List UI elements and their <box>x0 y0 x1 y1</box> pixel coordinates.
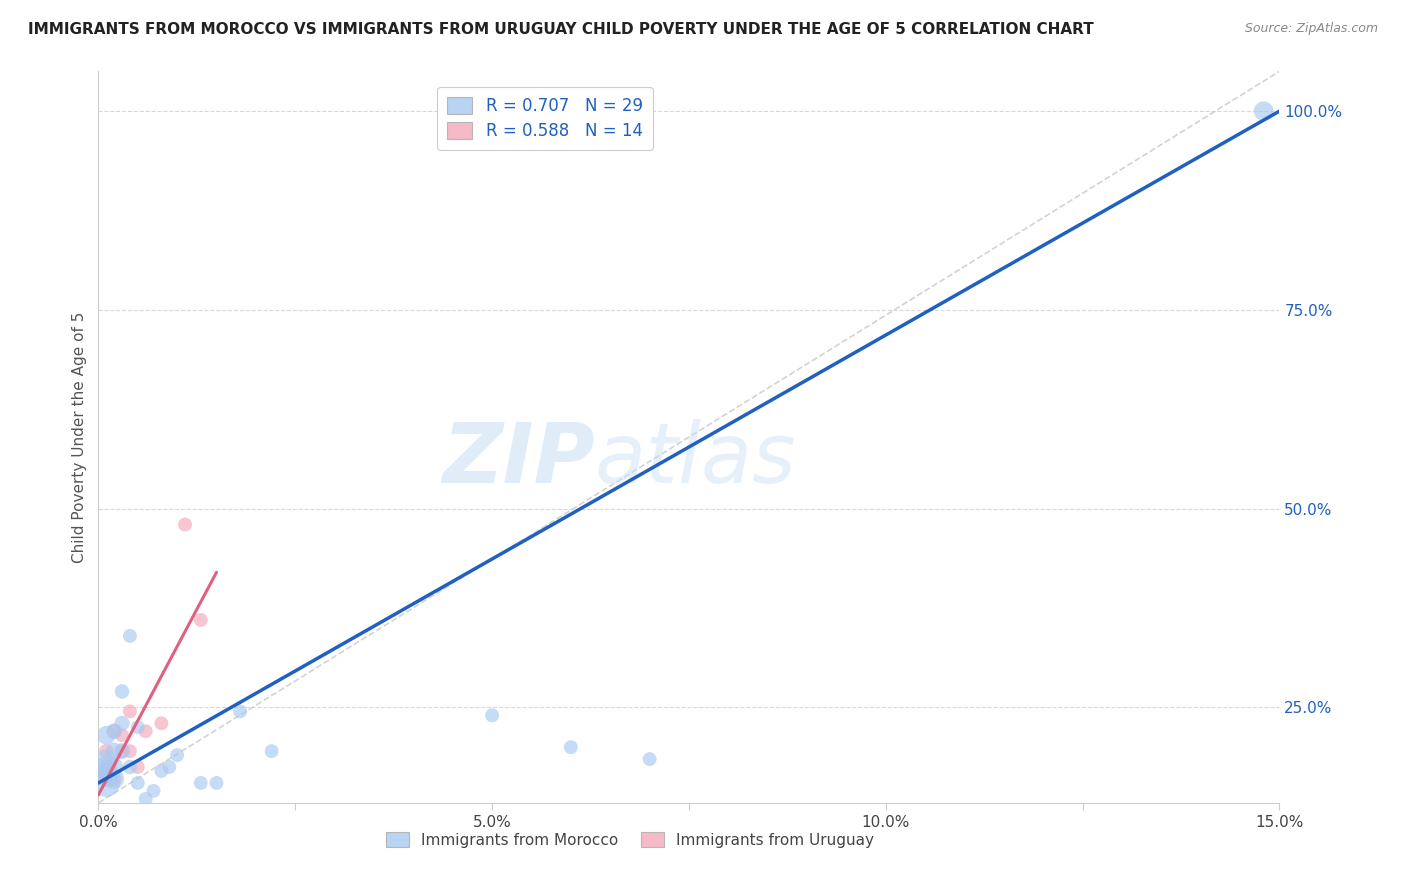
Point <box>127 720 149 734</box>
Point <box>111 744 134 758</box>
Point <box>103 744 125 758</box>
Point <box>111 684 134 698</box>
Point <box>96 728 118 742</box>
Legend: Immigrants from Morocco, Immigrants from Uruguay: Immigrants from Morocco, Immigrants from… <box>380 825 880 854</box>
Point <box>96 776 118 790</box>
Point <box>190 776 212 790</box>
Text: IMMIGRANTS FROM MOROCCO VS IMMIGRANTS FROM URUGUAY CHILD POVERTY UNDER THE AGE O: IMMIGRANTS FROM MOROCCO VS IMMIGRANTS FR… <box>28 22 1094 37</box>
Text: atlas: atlas <box>595 418 796 500</box>
Point <box>103 760 125 774</box>
Point <box>103 724 125 739</box>
Point <box>111 728 134 742</box>
Point <box>1253 104 1275 119</box>
Point <box>118 705 141 719</box>
Point <box>96 744 118 758</box>
Text: ZIP: ZIP <box>441 418 595 500</box>
Point <box>111 716 134 731</box>
Text: Source: ZipAtlas.com: Source: ZipAtlas.com <box>1244 22 1378 36</box>
Point <box>96 768 118 782</box>
Y-axis label: Child Poverty Under the Age of 5: Child Poverty Under the Age of 5 <box>72 311 87 563</box>
Point <box>135 724 157 739</box>
Point <box>229 705 252 719</box>
Point <box>103 724 125 739</box>
Point <box>118 629 141 643</box>
Point <box>96 768 118 782</box>
Point <box>127 776 149 790</box>
Point <box>150 716 173 731</box>
Point <box>190 613 212 627</box>
Point <box>150 764 173 778</box>
Point <box>205 776 228 790</box>
Point <box>135 792 157 806</box>
Point <box>481 708 503 723</box>
Point <box>166 748 188 763</box>
Point <box>260 744 283 758</box>
Point <box>103 772 125 786</box>
Point <box>638 752 661 766</box>
Point <box>96 760 118 774</box>
Point <box>560 740 582 755</box>
Point <box>127 760 149 774</box>
Point <box>142 784 165 798</box>
Point <box>118 760 141 774</box>
Point <box>96 760 118 774</box>
Point <box>111 744 134 758</box>
Point <box>157 760 180 774</box>
Point <box>103 772 125 786</box>
Point <box>174 517 197 532</box>
Point <box>118 744 141 758</box>
Point <box>96 752 118 766</box>
